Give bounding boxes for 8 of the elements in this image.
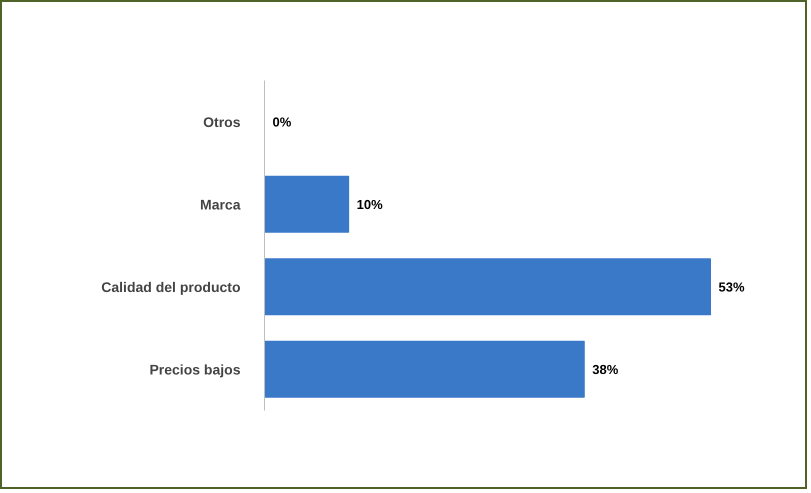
- data-label: 10%: [356, 196, 384, 212]
- data-label: 38%: [592, 362, 619, 377]
- data-label: 0%: [272, 114, 292, 130]
- data-label: 53%: [718, 279, 745, 294]
- y-tick-label: Precios bajos: [149, 361, 241, 378]
- y-tick-label: Marca: [200, 196, 241, 212]
- y-tick-label: Calidad del producto: [101, 278, 241, 295]
- y-tick-label: Otros: [203, 114, 241, 130]
